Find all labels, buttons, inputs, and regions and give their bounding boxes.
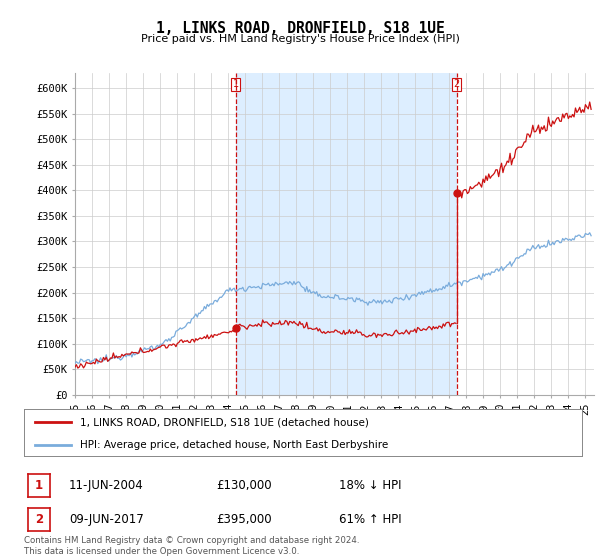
Text: HPI: Average price, detached house, North East Derbyshire: HPI: Average price, detached house, Nort… (80, 440, 388, 450)
Text: 11-JUN-2004: 11-JUN-2004 (69, 479, 144, 492)
Text: 18% ↓ HPI: 18% ↓ HPI (339, 479, 401, 492)
Text: 1, LINKS ROAD, DRONFIELD, S18 1UE: 1, LINKS ROAD, DRONFIELD, S18 1UE (155, 21, 445, 36)
Text: 09-JUN-2017: 09-JUN-2017 (69, 513, 144, 526)
Text: £130,000: £130,000 (216, 479, 272, 492)
Text: Contains HM Land Registry data © Crown copyright and database right 2024.
This d: Contains HM Land Registry data © Crown c… (24, 536, 359, 556)
Text: 61% ↑ HPI: 61% ↑ HPI (339, 513, 401, 526)
Text: £395,000: £395,000 (216, 513, 272, 526)
Text: 1: 1 (233, 79, 239, 89)
Bar (236, 73, 457, 395)
Text: 1: 1 (35, 479, 43, 492)
Text: Price paid vs. HM Land Registry's House Price Index (HPI): Price paid vs. HM Land Registry's House … (140, 34, 460, 44)
Text: 2: 2 (454, 79, 460, 89)
Text: 1, LINKS ROAD, DRONFIELD, S18 1UE (detached house): 1, LINKS ROAD, DRONFIELD, S18 1UE (detac… (80, 417, 368, 427)
Text: 2: 2 (35, 513, 43, 526)
